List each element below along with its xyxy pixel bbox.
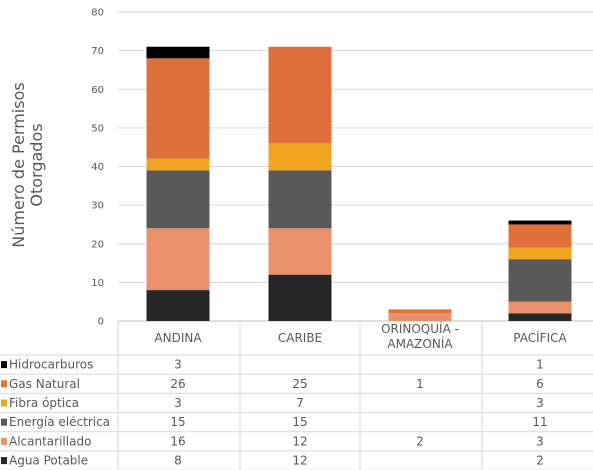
data-label-alcantarillado-orinoquia-amazonia: 2 <box>416 434 424 448</box>
category-label-orinoquia-amazonia-line-2: AMAZONÍA <box>387 336 453 351</box>
y-tick-label: 30 <box>91 201 104 212</box>
bar-energia-electrica-caribe <box>268 170 332 229</box>
data-label-gas-natural-andina: 26 <box>170 377 185 391</box>
bar-alcantarillado-andina <box>146 228 210 291</box>
legend-key-alcantarillado <box>1 437 7 445</box>
bar-fibra-optica-pacifica <box>508 247 572 260</box>
legend-key-energia-electrica <box>1 418 7 426</box>
data-label-fibra-optica-caribe: 7 <box>296 396 304 410</box>
bar-hidrocarburos-pacifica <box>508 220 572 225</box>
y-tick-label: 70 <box>91 46 104 57</box>
data-label-hidrocarburos-andina: 3 <box>174 358 182 372</box>
legend-label-energia-electrica: Energía eléctrica <box>9 415 110 429</box>
y-tick-label: 60 <box>91 85 104 96</box>
data-label-fibra-optica-pacifica: 3 <box>536 396 544 410</box>
y-tick-label: 80 <box>91 8 104 19</box>
bar-fibra-optica-andina <box>146 158 210 171</box>
y-axis-label-line-2: Otorgados <box>27 123 46 206</box>
data-label-fibra-optica-andina: 3 <box>174 396 182 410</box>
category-label-caribe: CARIBE <box>278 331 322 345</box>
data-label-gas-natural-orinoquia-amazonia: 1 <box>416 377 424 391</box>
y-tick-label: 20 <box>91 239 104 250</box>
bar-gas-natural-caribe <box>268 46 332 144</box>
legend-key-agua-potable <box>1 457 7 465</box>
data-label-energia-electrica-caribe: 15 <box>292 415 307 429</box>
legend-key-fibra-optica <box>1 399 7 407</box>
y-axis-label-line-1: Número de Permisos <box>9 82 28 247</box>
data-label-gas-natural-caribe: 25 <box>292 377 307 391</box>
y-tick-label: 40 <box>91 162 104 173</box>
data-table: ANDINA CARIBE ORINOQUÍA -AMAZONÍA PACÍFICA H… <box>0 321 593 470</box>
legend-label-agua-potable: Agua Potable <box>9 454 88 468</box>
y-axis-ticks: 0 10 20 30 40 50 60 70 80 <box>91 8 104 328</box>
legend-label-fibra-optica: Fibra óptica <box>9 396 79 410</box>
bar-energia-electrica-pacifica <box>508 259 572 302</box>
legend-label-gas-natural: Gas Natural <box>9 377 80 391</box>
y-tick-label: 10 <box>91 278 104 289</box>
bar-fibra-optica-caribe <box>268 143 332 171</box>
data-label-gas-natural-pacifica: 6 <box>536 377 544 391</box>
data-label-alcantarillado-pacifica: 3 <box>536 434 544 448</box>
legend-key-gas-natural <box>1 380 7 388</box>
bar-agua-potable-pacifica <box>508 313 572 321</box>
category-label-andina: ANDINA <box>154 331 202 345</box>
bar-agua-potable-caribe <box>268 274 332 321</box>
data-label-alcantarillado-andina: 16 <box>170 434 185 448</box>
bar-agua-potable-andina <box>146 290 210 321</box>
y-tick-label: 0 <box>98 317 104 328</box>
bar-alcantarillado-pacifica <box>508 301 572 314</box>
bar-alcantarillado-orinoquia-amazonia <box>388 313 452 321</box>
bars <box>146 46 572 321</box>
legend-label-alcantarillado: Alcantarillado <box>9 434 91 448</box>
data-label-agua-potable-caribe: 12 <box>292 454 307 468</box>
data-label-energia-electrica-pacifica: 11 <box>532 415 547 429</box>
bar-energia-electrica-andina <box>146 170 210 229</box>
legend-key-hidrocarburos <box>1 361 7 369</box>
y-tick-label: 50 <box>91 123 104 134</box>
data-label-agua-potable-andina: 8 <box>174 454 182 468</box>
category-label-orinoquia-amazonia-line-1: ORINOQUÍA - <box>381 321 459 336</box>
bar-gas-natural-andina <box>146 58 210 159</box>
legend-label-hidrocarburos: Hidrocarburos <box>9 358 93 372</box>
bar-gas-natural-orinoquia-amazonia <box>388 309 452 314</box>
data-label-alcantarillado-caribe: 12 <box>292 434 307 448</box>
data-label-hidrocarburos-pacifica: 1 <box>536 358 544 372</box>
bar-hidrocarburos-andina <box>146 46 210 59</box>
data-label-energia-electrica-andina: 15 <box>170 415 185 429</box>
data-label-agua-potable-pacifica: 2 <box>536 454 544 468</box>
bar-gas-natural-pacifica <box>508 224 572 248</box>
bar-alcantarillado-caribe <box>268 228 332 275</box>
category-label-pacifica: PACÍFICA <box>513 330 567 345</box>
